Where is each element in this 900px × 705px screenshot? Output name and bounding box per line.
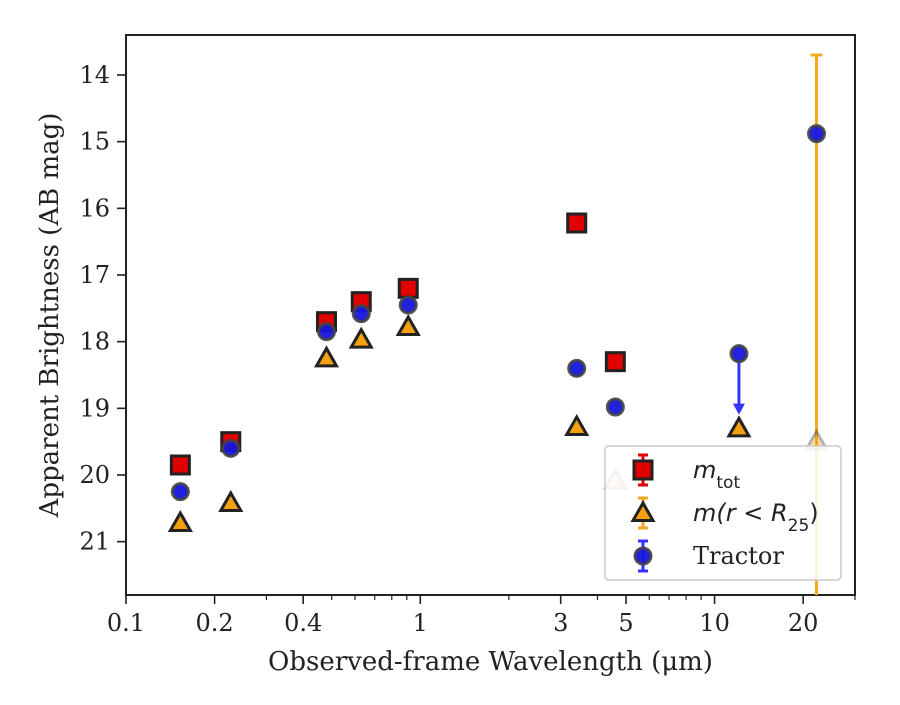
data-point-circle	[316, 322, 336, 342]
x-tick-label: 3	[553, 609, 568, 637]
legend-marker-circle	[633, 546, 653, 566]
y-tick-label: 18	[79, 328, 110, 356]
data-point-circle	[221, 438, 241, 458]
y-axis-label: Apparent Brightness (AB mag)	[35, 113, 65, 519]
data-point-triangle	[167, 509, 193, 532]
x-tick-label: 0.1	[107, 609, 145, 637]
x-axis-label: Observed-frame Wavelength (μm)	[268, 647, 713, 677]
data-point-square	[604, 351, 626, 373]
x-tick-label: 5	[618, 609, 633, 637]
upper-limit-arrowhead	[732, 403, 745, 415]
data-point-triangle	[313, 345, 340, 368]
data-point-circle	[567, 358, 587, 378]
axes: 0.1 0.2 0.4 1 3 5 10 20 14 15 16 17 18 19 20 21	[79, 34, 856, 637]
data-point-square	[397, 277, 419, 299]
y-tick-label: 16	[79, 194, 110, 222]
data-point-triangle	[564, 413, 590, 436]
data-point-circle	[351, 304, 371, 324]
y-tick-label: 14	[79, 61, 110, 89]
plot-frame	[125, 34, 856, 596]
data-point-circle	[398, 295, 418, 315]
y-tick-label: 15	[79, 128, 110, 156]
y-tick-label: 21	[79, 528, 110, 556]
data-point-square	[169, 454, 191, 476]
data-point-triangle	[348, 326, 374, 349]
data-point-triangle	[726, 415, 752, 438]
legend-marker-square	[632, 459, 654, 481]
x-tick-label: 0.4	[284, 609, 322, 637]
x-tick-label: 0.2	[196, 609, 234, 637]
legend: mtot m(r < R25) Tractor	[604, 445, 842, 581]
y-tick-label: 19	[79, 394, 110, 422]
legend-label: m(r < R25)	[693, 499, 819, 536]
legend-label: mtot	[693, 456, 740, 493]
data-point-circle	[807, 124, 827, 144]
x-tick-label: 1	[413, 609, 428, 637]
y-tick-label: 17	[79, 261, 110, 289]
legend-box	[604, 445, 842, 581]
data-point-circle	[729, 344, 749, 364]
data-point-circle	[605, 397, 625, 417]
data-marks	[167, 124, 830, 532]
legend-label: Tractor	[693, 542, 784, 570]
data-point-square	[566, 212, 588, 234]
legend-marker-triangle	[630, 499, 656, 522]
x-tick-label: 10	[699, 609, 730, 637]
data-point-circle	[170, 482, 190, 502]
data-point-triangle	[395, 313, 421, 336]
y-tick-label: 20	[79, 461, 110, 489]
x-tick-label: 20	[788, 609, 819, 637]
data-point-triangle	[218, 489, 244, 512]
